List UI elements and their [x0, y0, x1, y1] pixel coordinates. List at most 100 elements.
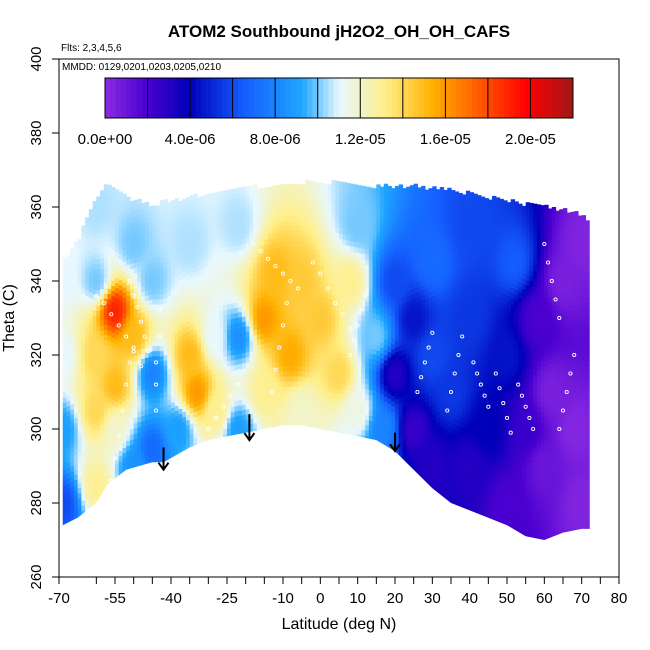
heatmap-cell: [301, 288, 306, 294]
heatmap-cell: [234, 369, 239, 376]
heatmap-cell: [331, 221, 336, 228]
heatmap-cell: [241, 342, 247, 348]
heatmap-cell: [376, 303, 381, 310]
heatmap-cell: [320, 234, 325, 241]
heatmap-cell: [70, 336, 75, 343]
heatmap-cell: [260, 286, 265, 293]
heatmap-cell: [81, 339, 86, 346]
heatmap-cell: [115, 370, 120, 377]
heatmap-cell: [353, 256, 359, 263]
heatmap-cell: [234, 327, 239, 334]
heatmap-cell: [256, 401, 262, 408]
heatmap-cell: [241, 388, 247, 395]
heatmap-cell: [159, 340, 165, 346]
heatmap-cell: [398, 412, 404, 419]
heatmap-cell: [167, 425, 172, 431]
heatmap-cell: [107, 241, 112, 248]
heatmap-cell: [197, 306, 202, 312]
heatmap-cell: [182, 370, 187, 376]
heatmap-cell: [156, 210, 161, 217]
heatmap-cell: [100, 314, 105, 321]
heatmap-cell: [227, 308, 232, 315]
heatmap-cell: [324, 385, 329, 392]
heatmap-cell: [111, 368, 116, 375]
heatmap-cell: [126, 461, 131, 467]
heatmap-cell: [380, 228, 385, 234]
heatmap-cell: [81, 241, 86, 247]
heatmap-cell: [406, 191, 411, 198]
heatmap-cell: [279, 360, 284, 367]
heatmap-cell: [200, 340, 206, 347]
heatmap-cell: [238, 208, 243, 214]
heatmap-cell: [320, 296, 325, 303]
heatmap-cell: [77, 487, 82, 494]
heatmap-cell: [294, 225, 299, 232]
heatmap-cell: [223, 236, 228, 243]
heatmap-cell: [417, 223, 422, 230]
heatmap-cell: [107, 210, 112, 217]
heatmap-cell: [115, 282, 120, 289]
heatmap-cell: [70, 512, 75, 519]
heatmap-cell: [294, 318, 299, 325]
heatmap-cell: [316, 311, 321, 318]
heatmap-cell: [290, 184, 295, 190]
heatmap-cell: [81, 396, 86, 403]
heatmap-cell: [85, 253, 90, 260]
heatmap-cell: [185, 259, 191, 265]
heatmap-cell: [380, 336, 385, 343]
heatmap-cell: [383, 209, 389, 216]
heatmap-cell: [107, 376, 112, 383]
heatmap-cell: [286, 256, 292, 263]
heatmap-cell: [174, 343, 180, 349]
heatmap-cell: [271, 268, 277, 275]
heatmap-cell: [178, 278, 183, 285]
heatmap-cell: [253, 293, 258, 299]
heatmap-cell: [73, 251, 79, 258]
heatmap-cell: [200, 299, 206, 306]
heatmap-cell: [346, 374, 351, 381]
heatmap-cell: [342, 234, 348, 240]
heatmap-cell: [327, 184, 333, 191]
heatmap-cell: [417, 425, 422, 432]
heatmap-cell: [133, 236, 138, 242]
heatmap-cell: [372, 260, 377, 267]
heatmap-cell: [238, 285, 243, 292]
heatmap-cell: [264, 270, 269, 277]
heatmap-cell: [223, 340, 228, 347]
heatmap-cell: [327, 288, 333, 294]
heatmap-cell: [350, 235, 355, 242]
heatmap-cell: [245, 403, 250, 410]
heatmap-cell: [182, 307, 187, 314]
heatmap-cell: [417, 420, 422, 427]
heatmap-cell: [253, 376, 258, 382]
heatmap-cell: [212, 363, 217, 370]
heatmap-cell: [365, 316, 370, 322]
heatmap-cell: [305, 205, 310, 212]
heatmap-cell: [398, 443, 404, 450]
heatmap-cell: [115, 313, 120, 320]
heatmap-cell: [144, 243, 150, 250]
heatmap-cell: [402, 441, 407, 448]
heatmap-cell: [70, 388, 75, 394]
heatmap-cell: [353, 360, 359, 367]
heatmap-cell: [256, 292, 262, 299]
heatmap-cell: [85, 320, 90, 327]
heatmap-cell: [185, 243, 191, 250]
heatmap-cell: [271, 403, 277, 410]
heatmap-cell: [92, 335, 97, 342]
heatmap-cell: [227, 381, 232, 388]
heatmap-cell: [96, 201, 101, 208]
heatmap-cell: [85, 222, 90, 229]
heatmap-cell: [421, 450, 426, 456]
heatmap-cell: [241, 378, 247, 385]
heatmap-cell: [204, 323, 209, 330]
heatmap-cell: [264, 415, 269, 422]
heatmap-cell: [204, 396, 209, 403]
heatmap-cell: [305, 361, 310, 368]
heatmap-cell: [144, 279, 150, 286]
heatmap-cell: [346, 182, 351, 189]
heatmap-cell: [324, 364, 329, 371]
heatmap-cell: [380, 383, 385, 390]
heatmap-cell: [398, 205, 404, 211]
heatmap-cell: [111, 409, 116, 416]
